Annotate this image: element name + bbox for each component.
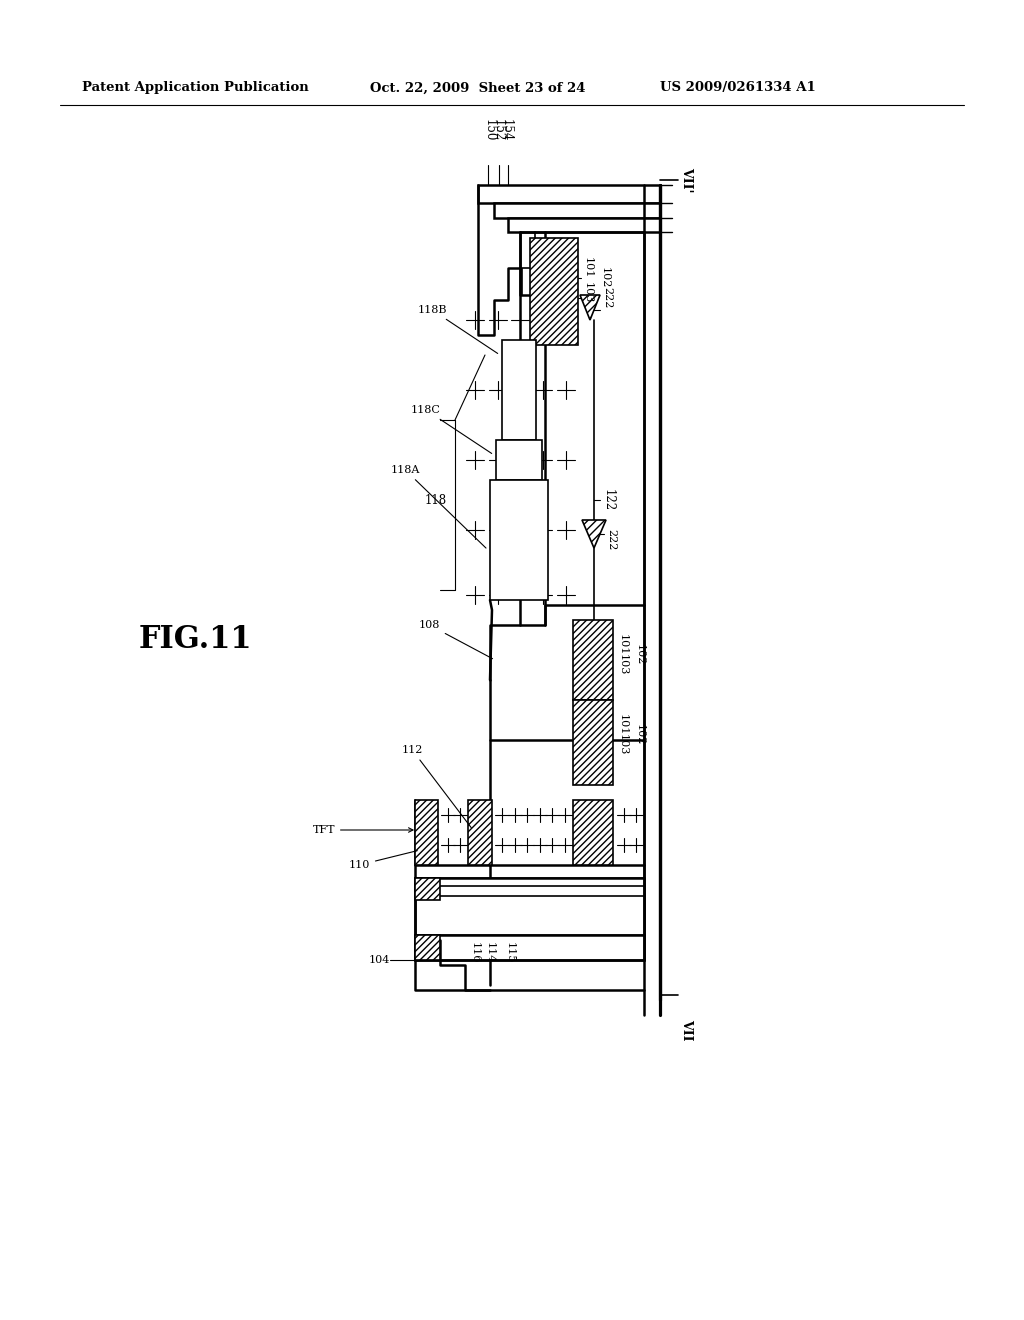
Text: 101: 101: [618, 714, 628, 735]
Text: 103: 103: [618, 734, 628, 755]
Text: 222: 222: [602, 288, 612, 309]
Text: Patent Application Publication: Patent Application Publication: [82, 82, 309, 95]
Text: 104: 104: [369, 954, 390, 965]
Text: VII': VII': [680, 168, 693, 193]
Text: 222: 222: [606, 529, 616, 550]
Polygon shape: [573, 620, 613, 700]
Text: 102: 102: [600, 268, 610, 289]
Text: US 2009/0261334 A1: US 2009/0261334 A1: [660, 82, 816, 95]
Text: 114: 114: [485, 942, 495, 964]
Polygon shape: [415, 800, 438, 865]
Text: 110: 110: [348, 850, 418, 870]
Text: TFT: TFT: [312, 825, 413, 836]
Text: FIG.11: FIG.11: [138, 624, 252, 656]
Text: 118B: 118B: [418, 305, 498, 354]
Polygon shape: [508, 218, 660, 232]
Text: 101: 101: [583, 257, 593, 279]
Text: 118C: 118C: [411, 405, 492, 454]
Text: 101: 101: [618, 635, 628, 656]
Text: 112: 112: [401, 744, 471, 828]
Text: 150: 150: [483, 119, 496, 141]
Polygon shape: [490, 480, 548, 601]
Text: 108: 108: [419, 620, 493, 659]
Polygon shape: [496, 440, 542, 480]
Polygon shape: [573, 800, 613, 865]
Polygon shape: [415, 935, 644, 960]
Polygon shape: [494, 203, 660, 218]
Polygon shape: [415, 878, 644, 935]
Text: 122: 122: [602, 488, 615, 511]
Text: 103: 103: [618, 655, 628, 676]
Text: 118: 118: [425, 494, 447, 507]
Polygon shape: [415, 935, 440, 960]
Text: 103: 103: [583, 282, 593, 304]
Text: 115: 115: [505, 942, 515, 964]
Text: Oct. 22, 2009  Sheet 23 of 24: Oct. 22, 2009 Sheet 23 of 24: [370, 82, 586, 95]
Polygon shape: [468, 800, 492, 865]
Text: 102: 102: [635, 644, 645, 665]
Polygon shape: [415, 878, 440, 900]
Text: 116: 116: [470, 942, 480, 964]
Text: VII: VII: [680, 1019, 693, 1040]
Polygon shape: [478, 185, 660, 203]
Text: 118A: 118A: [390, 465, 486, 548]
Text: 152: 152: [492, 119, 505, 141]
Polygon shape: [580, 294, 600, 319]
Polygon shape: [573, 700, 613, 785]
Text: 102: 102: [635, 725, 645, 746]
Text: 154: 154: [500, 119, 513, 141]
Polygon shape: [530, 238, 578, 345]
Polygon shape: [502, 341, 536, 440]
Polygon shape: [582, 520, 606, 548]
